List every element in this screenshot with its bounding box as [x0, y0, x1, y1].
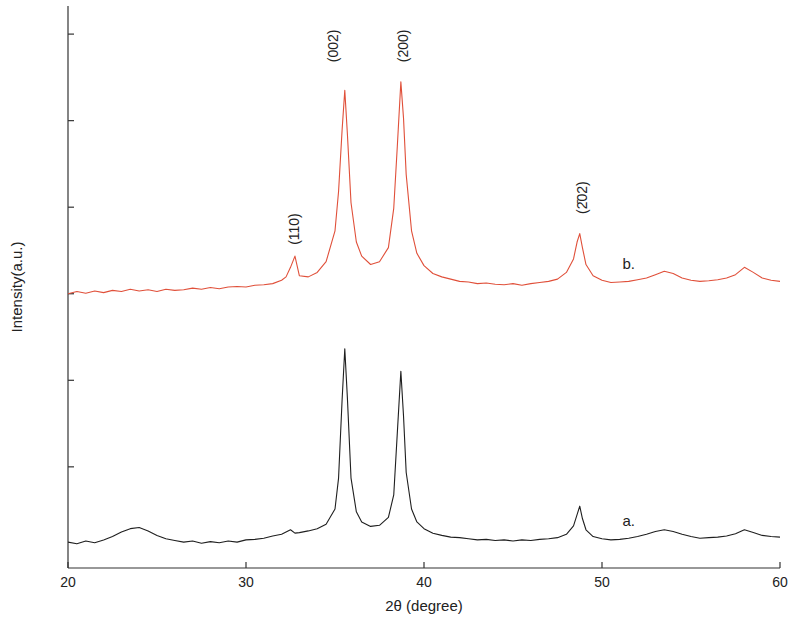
peak-label: (200) [395, 30, 411, 63]
peak-label: (2̄02) [574, 181, 590, 214]
peak-label: (002) [325, 30, 341, 63]
axes: 20 30 40 50 60 [60, 6, 788, 590]
y-tick [68, 380, 74, 381]
y-tick [68, 120, 74, 121]
x-tick-label: 20 [60, 574, 76, 590]
series-line [68, 82, 780, 294]
y-tick [68, 207, 74, 208]
x-axis-title: 2θ (degree) [385, 597, 463, 614]
series-label: b. [622, 255, 635, 272]
y-tick [68, 33, 74, 34]
x-tick [601, 562, 602, 568]
peak-label: (110) [286, 213, 302, 245]
y-axis-line [67, 6, 68, 568]
x-tick [779, 562, 780, 568]
series-label: a. [622, 512, 635, 529]
x-tick [67, 562, 68, 568]
y-axis-title: Intensity(a.u.) [8, 242, 25, 333]
series-line [68, 349, 780, 544]
x-tick-label: 30 [238, 574, 254, 590]
x-tick-label: 40 [416, 574, 432, 590]
chart: 20 30 40 50 60 2θ (degree) Intensity(a.u.) a. b.… [0, 0, 799, 624]
plot-marks [68, 82, 780, 544]
x-tick [245, 562, 246, 568]
x-tick-label: 50 [594, 574, 610, 590]
y-tick [68, 466, 74, 467]
labels: a. b. (110) (002) (200) (2̄02) [286, 30, 635, 530]
x-tick [423, 562, 424, 568]
x-tick-label: 60 [772, 574, 788, 590]
